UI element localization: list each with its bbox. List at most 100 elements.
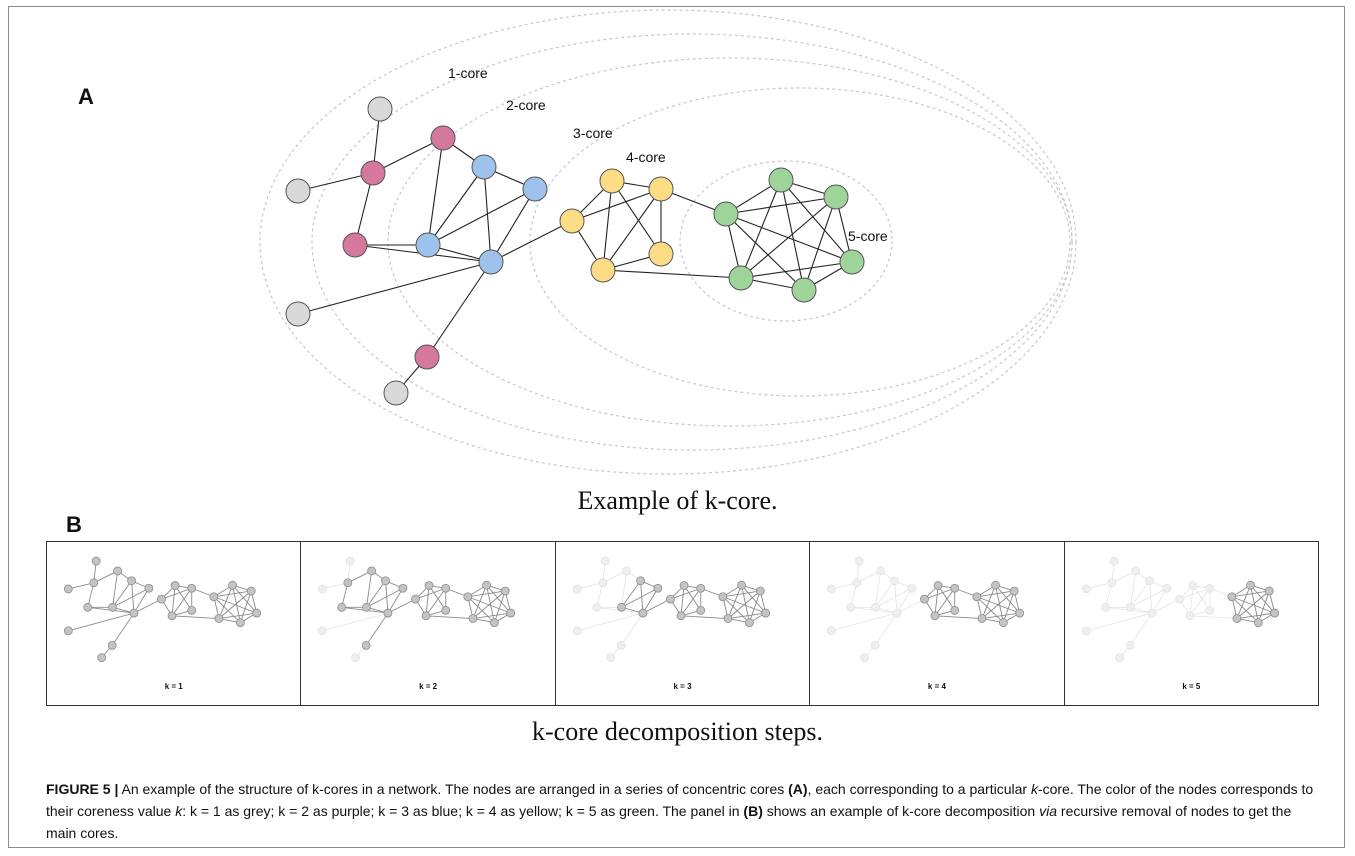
mini-edge: [387, 588, 404, 614]
mini-edge: [133, 588, 150, 614]
mini-edge: [875, 570, 882, 608]
mini-node: [214, 614, 224, 623]
panel-a-caption: Example of k-core.: [577, 486, 778, 515]
mini-edge: [976, 596, 1004, 623]
mini-node: [855, 556, 864, 566]
node-yellow: [559, 208, 585, 234]
mini-node: [827, 626, 836, 636]
node-blue: [471, 154, 497, 180]
mini-node: [209, 592, 219, 602]
mini-edge: [642, 588, 659, 614]
mini-edge: [1129, 612, 1152, 646]
mini-edge: [680, 615, 728, 619]
mini-edge: [425, 585, 430, 616]
mini-node: [187, 583, 197, 593]
mini-node: [616, 640, 626, 650]
mini-node: [907, 583, 917, 593]
mini-node: [1147, 608, 1156, 618]
step-label: k = 1: [164, 682, 183, 691]
panel-ref-a: (A): [788, 781, 808, 797]
mini-edge: [426, 615, 474, 619]
mini-node: [616, 602, 626, 612]
mini-node: [411, 594, 421, 604]
mini-edge: [112, 570, 119, 608]
mini-node: [144, 583, 154, 593]
mini-node: [1125, 602, 1135, 612]
mini-edge: [68, 612, 135, 632]
mini-node: [1010, 586, 1019, 596]
mini-edge: [1189, 587, 1210, 617]
mini-edge: [111, 612, 135, 646]
mini-node: [362, 602, 372, 612]
mini-edge: [486, 584, 512, 614]
core-ring-1: [259, 9, 1077, 475]
mini-node: [127, 576, 136, 586]
mini-node: [696, 583, 705, 593]
mini-node: [1232, 614, 1241, 623]
mini-node: [1081, 584, 1091, 594]
mini-edge: [232, 584, 258, 614]
mini-edge: [1111, 570, 1136, 584]
mini-node: [501, 586, 511, 596]
mini-edge: [1129, 570, 1136, 608]
network-edge: [725, 213, 805, 291]
mini-edge: [1249, 584, 1275, 614]
mini-edge: [741, 584, 766, 614]
mini-edge: [1129, 580, 1150, 608]
mini-edge: [896, 588, 913, 614]
mini-edge: [322, 612, 389, 632]
step-label: k = 3: [673, 682, 692, 691]
core-ring-3: [387, 57, 1073, 427]
mini-node: [755, 586, 765, 596]
mini-edge: [348, 570, 373, 584]
core-ring-5: [679, 160, 893, 322]
mini-node: [665, 594, 675, 604]
mini-edge: [213, 590, 252, 598]
network-edge: [602, 269, 742, 279]
mini-edge: [473, 612, 512, 619]
mini-node: [1144, 576, 1154, 586]
mini-node: [1227, 592, 1236, 602]
mini-edge: [213, 596, 241, 623]
mini-node: [170, 581, 180, 590]
mini-edge: [1236, 585, 1251, 619]
node-yellow: [590, 257, 616, 283]
node-green: [823, 184, 849, 210]
mini-node: [718, 592, 728, 602]
mini-node: [157, 594, 166, 604]
step-network-k3: [572, 556, 770, 663]
step-network-k5: [1081, 556, 1279, 663]
figure-number: FIGURE 5 |: [46, 781, 119, 797]
mini-node: [600, 556, 610, 566]
mini-node: [343, 578, 353, 588]
mini-edge: [1192, 585, 1210, 611]
mini-edge: [620, 612, 644, 646]
mini-node: [1130, 566, 1140, 576]
mini-edge: [415, 587, 447, 600]
mini-edge: [981, 585, 997, 619]
mini-edge: [366, 612, 389, 646]
mini-node: [622, 566, 631, 576]
decomposition-step: k = 3: [556, 542, 811, 705]
mini-edge: [620, 580, 641, 608]
step-label: k = 5: [1182, 682, 1201, 691]
mini-node: [113, 566, 123, 576]
mini-node: [930, 611, 940, 621]
mini-node: [1114, 653, 1124, 663]
mini-node: [871, 602, 881, 612]
mini-node: [1269, 608, 1279, 618]
network-edge: [297, 261, 492, 315]
mini-node: [653, 583, 663, 593]
node-grey: [285, 301, 311, 327]
mini-node: [572, 584, 582, 594]
mini-edge: [577, 612, 643, 632]
decomposition-step: k = 1: [47, 542, 302, 705]
mini-edge: [171, 615, 219, 619]
mini-node: [108, 602, 117, 612]
network-edge: [483, 166, 492, 263]
node-purple: [414, 344, 440, 370]
mini-node: [383, 608, 393, 618]
mini-node: [852, 578, 862, 588]
mini-edge: [112, 587, 150, 608]
network-edge: [490, 220, 573, 263]
